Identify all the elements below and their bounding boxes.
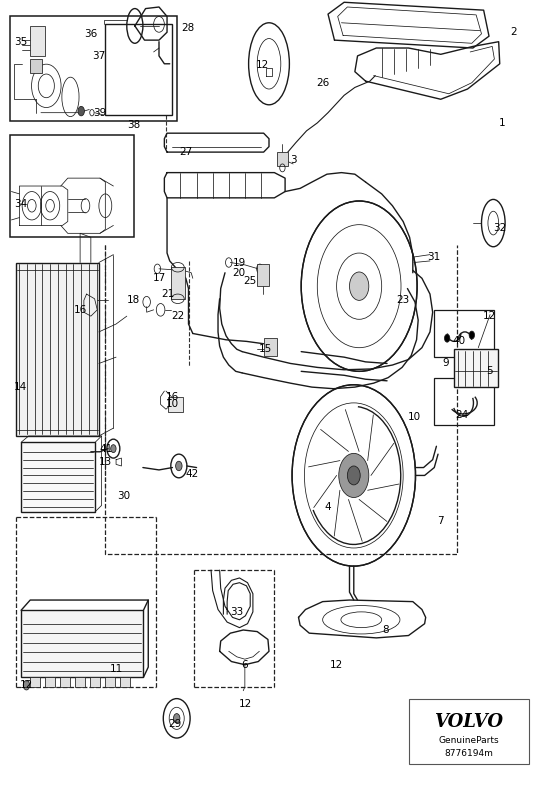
Bar [434, 310, 494, 357]
Text: 36: 36 [84, 28, 97, 39]
Text: 34: 34 [15, 199, 28, 209]
Text: 13: 13 [99, 457, 112, 467]
Text: GenuineParts: GenuineParts [438, 736, 499, 745]
Bar [105, 677, 115, 687]
Text: 11: 11 [109, 664, 123, 674]
Bar [45, 677, 55, 687]
Text: 2: 2 [510, 27, 516, 37]
Text: 41: 41 [99, 444, 112, 453]
Text: 27: 27 [179, 147, 193, 157]
Text: 12: 12 [256, 60, 269, 70]
Circle shape [78, 107, 84, 116]
Text: 6: 6 [242, 660, 248, 671]
Bar [257, 264, 269, 286]
Text: 33: 33 [230, 607, 243, 617]
Text: 35: 35 [15, 36, 28, 47]
Bar [21, 611, 144, 677]
Circle shape [301, 201, 417, 371]
Text: 21: 21 [161, 289, 175, 299]
Text: 12: 12 [239, 699, 252, 709]
Text: VOLVO: VOLVO [434, 713, 503, 732]
Bar [75, 677, 85, 687]
Text: 42: 42 [185, 468, 199, 479]
Text: 10: 10 [166, 400, 179, 409]
Text: 25: 25 [244, 276, 257, 286]
Text: 20: 20 [232, 268, 245, 278]
Text: 1: 1 [499, 118, 506, 128]
Text: 12: 12 [330, 660, 343, 671]
Circle shape [111, 445, 116, 453]
Bar [264, 338, 277, 356]
Text: 4: 4 [325, 502, 331, 512]
Text: 37: 37 [92, 51, 105, 61]
Bar [10, 135, 134, 237]
Circle shape [339, 453, 369, 498]
Text: 8776194m: 8776194m [444, 749, 493, 758]
Circle shape [348, 466, 360, 485]
Bar [10, 17, 176, 121]
Bar [105, 24, 172, 115]
Circle shape [469, 331, 475, 339]
Bar [30, 59, 42, 73]
Text: 22: 22 [171, 311, 185, 322]
Circle shape [173, 713, 180, 723]
Bar [454, 349, 498, 387]
Bar [168, 397, 183, 412]
Text: 16: 16 [74, 305, 87, 315]
Bar [30, 26, 45, 56]
Text: 5: 5 [486, 367, 492, 376]
Text: 24: 24 [456, 410, 469, 419]
Circle shape [350, 272, 369, 300]
Text: 38: 38 [127, 120, 140, 130]
Text: 30: 30 [117, 491, 131, 501]
Circle shape [175, 461, 182, 471]
Text: 18: 18 [127, 295, 140, 306]
Text: 31: 31 [428, 252, 441, 262]
Text: 10: 10 [407, 412, 421, 422]
Text: 7: 7 [437, 516, 444, 526]
Bar [434, 378, 494, 425]
Text: 15: 15 [259, 344, 272, 354]
Bar [171, 267, 185, 299]
Text: 19: 19 [232, 258, 245, 268]
Text: 3: 3 [290, 155, 296, 165]
Circle shape [23, 680, 30, 690]
Bar [90, 677, 100, 687]
Bar [60, 677, 70, 687]
Text: 16: 16 [166, 392, 179, 401]
Text: 26: 26 [316, 78, 329, 88]
Text: 14: 14 [13, 382, 27, 392]
Text: 40: 40 [453, 337, 466, 346]
Bar [105, 24, 172, 115]
Bar [30, 677, 40, 687]
Text: 39: 39 [93, 107, 107, 118]
Text: 29: 29 [168, 719, 182, 729]
Text: 12: 12 [483, 311, 495, 322]
Text: 8: 8 [383, 625, 390, 635]
Text: 28: 28 [181, 22, 194, 32]
Text: 9: 9 [443, 359, 449, 368]
Bar [21, 442, 95, 512]
Text: 32: 32 [493, 223, 506, 233]
Bar [16, 262, 99, 436]
Bar [121, 677, 130, 687]
Bar [277, 152, 288, 167]
Text: 17: 17 [153, 273, 166, 284]
Bar [408, 699, 529, 764]
Text: 12: 12 [20, 680, 33, 690]
Circle shape [444, 334, 450, 342]
Circle shape [292, 385, 415, 566]
Text: 23: 23 [397, 295, 410, 306]
